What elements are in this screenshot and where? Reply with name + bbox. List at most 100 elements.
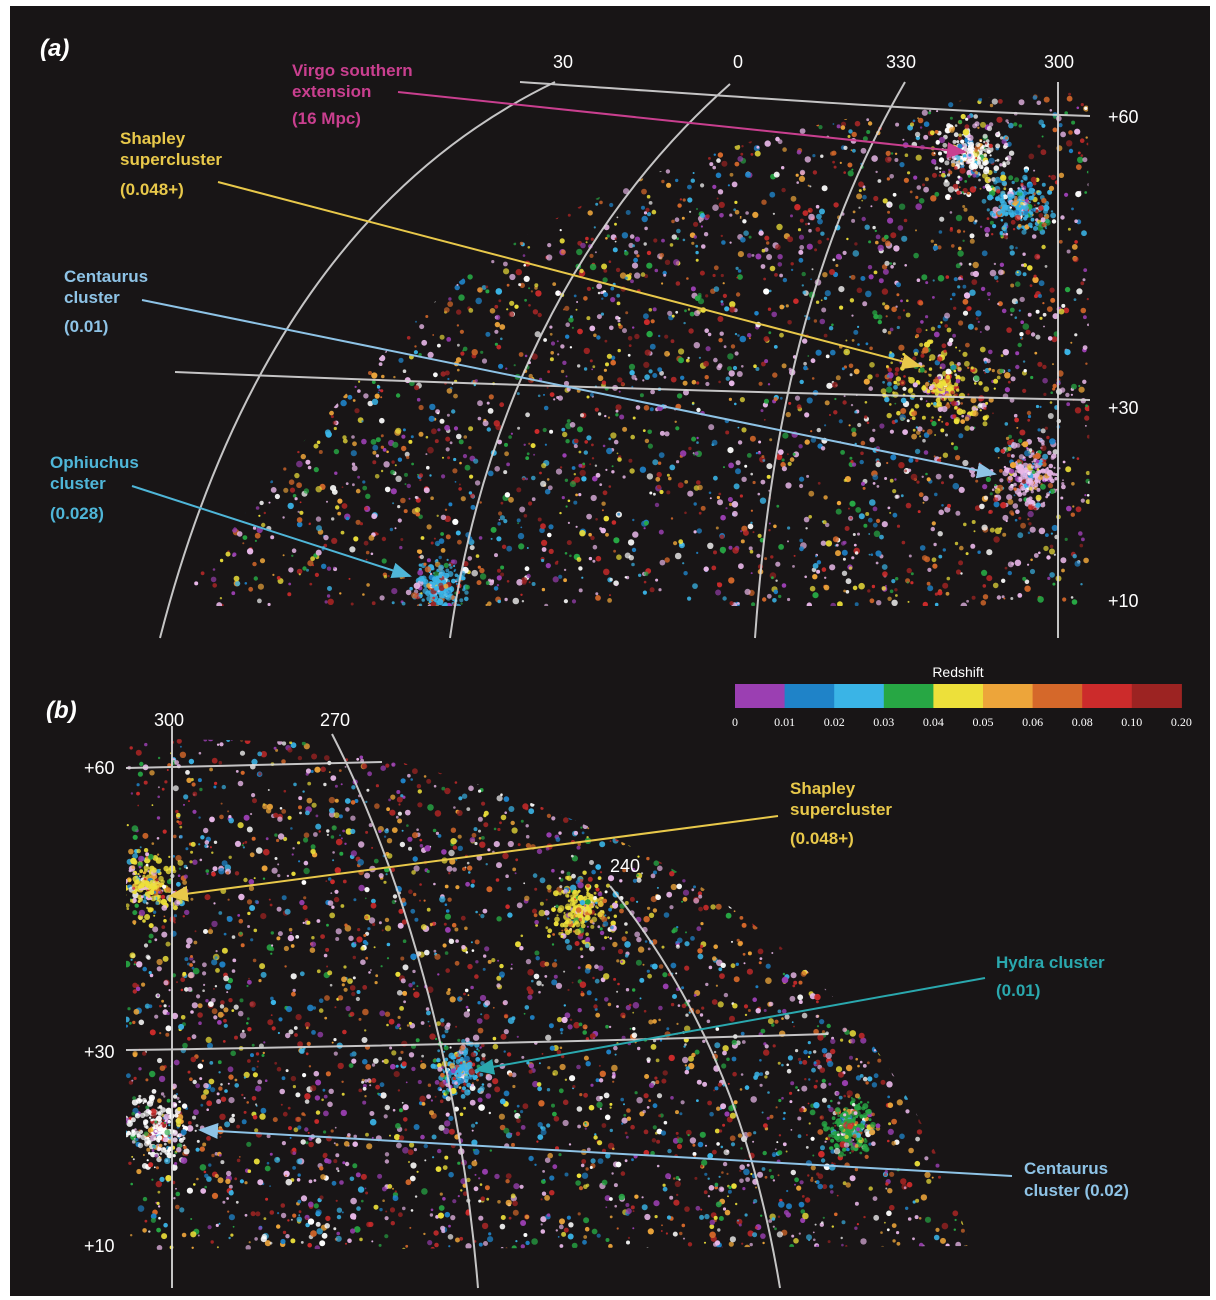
galaxy-point bbox=[529, 214, 533, 219]
galaxy-point bbox=[455, 530, 461, 536]
galaxy-point bbox=[817, 481, 821, 485]
galaxy-point bbox=[693, 235, 697, 239]
galaxy-point bbox=[955, 263, 961, 269]
galaxy-point bbox=[468, 491, 473, 495]
galaxy-point bbox=[871, 584, 876, 589]
galaxy-point bbox=[494, 466, 501, 472]
galaxy-point bbox=[236, 288, 243, 295]
galaxy-point bbox=[940, 428, 945, 433]
galaxy-point bbox=[322, 399, 326, 404]
galaxy-point bbox=[813, 319, 818, 323]
galaxy-point bbox=[328, 158, 335, 165]
galaxy-point bbox=[1004, 372, 1011, 379]
galaxy-point bbox=[327, 138, 332, 143]
galaxy-point bbox=[403, 509, 408, 514]
galaxy-point bbox=[218, 117, 225, 124]
galaxy-point bbox=[437, 343, 441, 348]
galaxy-point bbox=[777, 449, 784, 455]
galaxy-point bbox=[605, 362, 609, 367]
galaxy-point bbox=[1042, 501, 1046, 504]
galaxy-point bbox=[724, 306, 730, 312]
galaxy-point bbox=[1050, 210, 1054, 213]
galaxy-point bbox=[384, 232, 389, 237]
galaxy-point bbox=[894, 158, 899, 162]
galaxy-point bbox=[1009, 510, 1014, 515]
galaxy-point bbox=[895, 577, 899, 581]
galaxy-point bbox=[634, 377, 638, 381]
galaxy-point bbox=[885, 156, 892, 163]
galaxy-point bbox=[460, 102, 465, 107]
galaxy-point bbox=[1040, 439, 1045, 444]
galaxy-point bbox=[394, 527, 397, 530]
galaxy-point bbox=[311, 405, 315, 409]
galaxy-point bbox=[627, 353, 631, 357]
galaxy-point bbox=[458, 278, 466, 285]
galaxy-point bbox=[294, 226, 296, 229]
galaxy-point bbox=[899, 162, 905, 168]
galaxy-point bbox=[1013, 122, 1018, 127]
galaxy-point bbox=[509, 300, 515, 306]
galaxy-point bbox=[906, 299, 909, 303]
galaxy-point bbox=[967, 174, 971, 178]
galaxy-point bbox=[497, 188, 504, 195]
galaxy-point bbox=[1042, 302, 1045, 305]
galaxy-point bbox=[246, 548, 254, 555]
galaxy-point bbox=[695, 244, 699, 248]
galaxy-point bbox=[297, 450, 300, 454]
galaxy-point bbox=[275, 227, 278, 230]
galaxy-point bbox=[392, 502, 395, 505]
galaxy-point bbox=[545, 152, 552, 160]
galaxy-point bbox=[380, 396, 383, 399]
galaxy-point bbox=[407, 108, 411, 112]
galaxy-point bbox=[971, 406, 977, 411]
galaxy-point bbox=[991, 488, 995, 492]
galaxy-point bbox=[894, 588, 898, 592]
galaxy-point bbox=[349, 301, 352, 304]
galaxy-point bbox=[322, 347, 325, 350]
galaxy-point bbox=[643, 319, 650, 326]
galaxy-point bbox=[890, 232, 897, 239]
galaxy-point bbox=[992, 224, 997, 229]
galaxy-point bbox=[592, 559, 596, 563]
galaxy-point bbox=[921, 415, 926, 420]
galaxy-point bbox=[890, 361, 893, 365]
galaxy-point bbox=[604, 339, 608, 343]
galaxy-point bbox=[210, 203, 215, 208]
galaxy-point bbox=[599, 527, 603, 531]
galaxy-point bbox=[367, 328, 371, 332]
galaxy-point bbox=[533, 453, 536, 456]
galaxy-point bbox=[361, 309, 365, 313]
galaxy-point bbox=[1028, 153, 1035, 160]
galaxy-point bbox=[547, 370, 550, 374]
galaxy-point bbox=[938, 174, 942, 177]
galaxy-point bbox=[764, 247, 769, 252]
galaxy-point bbox=[974, 382, 977, 385]
galaxy-point bbox=[1004, 422, 1009, 426]
galaxy-point bbox=[231, 163, 236, 168]
galaxy-point bbox=[562, 360, 567, 365]
galaxy-point bbox=[816, 569, 821, 574]
galaxy-point bbox=[1040, 149, 1047, 156]
galaxy-point bbox=[231, 255, 238, 263]
galaxy-point bbox=[876, 518, 881, 524]
galaxy-point bbox=[1031, 450, 1035, 453]
galaxy-point bbox=[922, 438, 926, 443]
galaxy-point bbox=[732, 365, 738, 371]
galaxy-point bbox=[1037, 470, 1041, 474]
galaxy-point bbox=[212, 143, 216, 148]
galaxy-point bbox=[403, 173, 409, 178]
galaxy-point bbox=[658, 452, 665, 458]
galaxy-point bbox=[490, 537, 493, 540]
galaxy-point bbox=[992, 412, 994, 415]
galaxy-point bbox=[330, 383, 337, 390]
galaxy-point bbox=[195, 235, 200, 240]
galaxy-point bbox=[1049, 548, 1055, 555]
galaxy-point bbox=[915, 327, 922, 334]
galaxy-point bbox=[731, 181, 738, 188]
galaxy-point bbox=[828, 326, 834, 331]
galaxy-point bbox=[282, 239, 286, 243]
galaxy-point bbox=[915, 458, 919, 463]
galaxy-point bbox=[433, 571, 440, 577]
galaxy-point bbox=[957, 366, 962, 372]
galaxy-point bbox=[643, 242, 647, 246]
